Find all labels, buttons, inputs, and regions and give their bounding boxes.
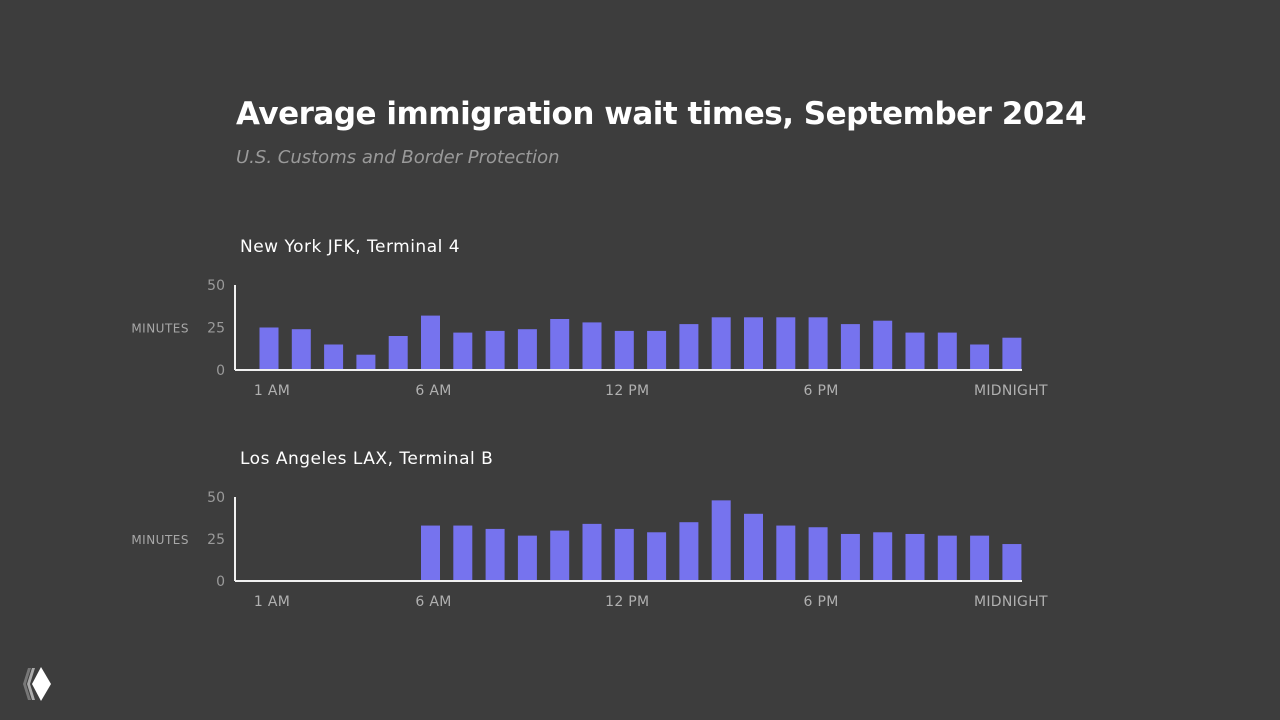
bar (776, 525, 796, 581)
bar (550, 319, 570, 370)
y-tick-label: 0 (216, 363, 225, 379)
y-tick-label: 50 (207, 490, 225, 506)
bar (647, 532, 667, 581)
y-axis-label: MINUTES (131, 533, 189, 547)
bar (421, 525, 440, 581)
x-tick-label: 6 AM (415, 594, 451, 610)
bar (517, 329, 537, 370)
bar (485, 528, 505, 581)
bar (517, 535, 537, 581)
x-tick-label: 6 PM (804, 594, 839, 610)
x-tick-label: MIDNIGHT (974, 594, 1048, 610)
bar (614, 330, 634, 370)
bar (776, 317, 796, 370)
x-tick-label: 1 AM (254, 594, 290, 610)
bar (873, 320, 893, 370)
x-tick-label: 12 PM (605, 383, 649, 399)
bar (453, 332, 473, 370)
bar (937, 332, 957, 370)
bar (421, 315, 440, 370)
bar (291, 329, 311, 370)
page-title: Average immigration wait times, Septembe… (236, 96, 1087, 132)
bar (582, 322, 602, 370)
x-tick-label: 12 PM (605, 594, 649, 610)
y-axis-label: MINUTES (131, 322, 189, 336)
bar (937, 535, 957, 581)
y-tick-label: 25 (207, 321, 225, 337)
bar (550, 530, 570, 581)
bar (840, 324, 860, 370)
bar (905, 332, 925, 370)
bar (485, 330, 505, 370)
bar (1002, 544, 1022, 581)
bar (582, 523, 602, 581)
bar (840, 533, 860, 581)
chart-title: Los Angeles LAX, Terminal B (240, 449, 493, 469)
bar (711, 500, 731, 581)
bar (744, 513, 763, 581)
x-tick-label: 1 AM (254, 383, 290, 399)
bar (647, 330, 667, 370)
bar (873, 532, 893, 581)
bar (1002, 337, 1022, 370)
bar (905, 533, 925, 581)
bar (679, 324, 699, 370)
bar (970, 535, 990, 581)
bar (356, 354, 376, 370)
y-tick-label: 0 (216, 574, 225, 590)
bar (744, 317, 763, 370)
x-tick-label: 6 AM (415, 383, 451, 399)
page-subtitle: U.S. Customs and Border Protection (236, 147, 560, 168)
bar (259, 327, 279, 370)
layered-diamond-logo-icon (23, 667, 51, 701)
y-tick-label: 25 (207, 532, 225, 548)
bar (324, 344, 344, 370)
bar (808, 527, 828, 581)
bar (388, 336, 408, 370)
x-tick-label: MIDNIGHT (974, 383, 1048, 399)
bar (970, 344, 990, 370)
bar (711, 317, 731, 370)
bar (808, 317, 828, 370)
bar (679, 522, 699, 581)
chart-title: New York JFK, Terminal 4 (240, 237, 460, 257)
y-tick-label: 50 (207, 278, 225, 294)
bar (453, 525, 473, 581)
x-tick-label: 6 PM (804, 383, 839, 399)
bar (614, 528, 634, 581)
